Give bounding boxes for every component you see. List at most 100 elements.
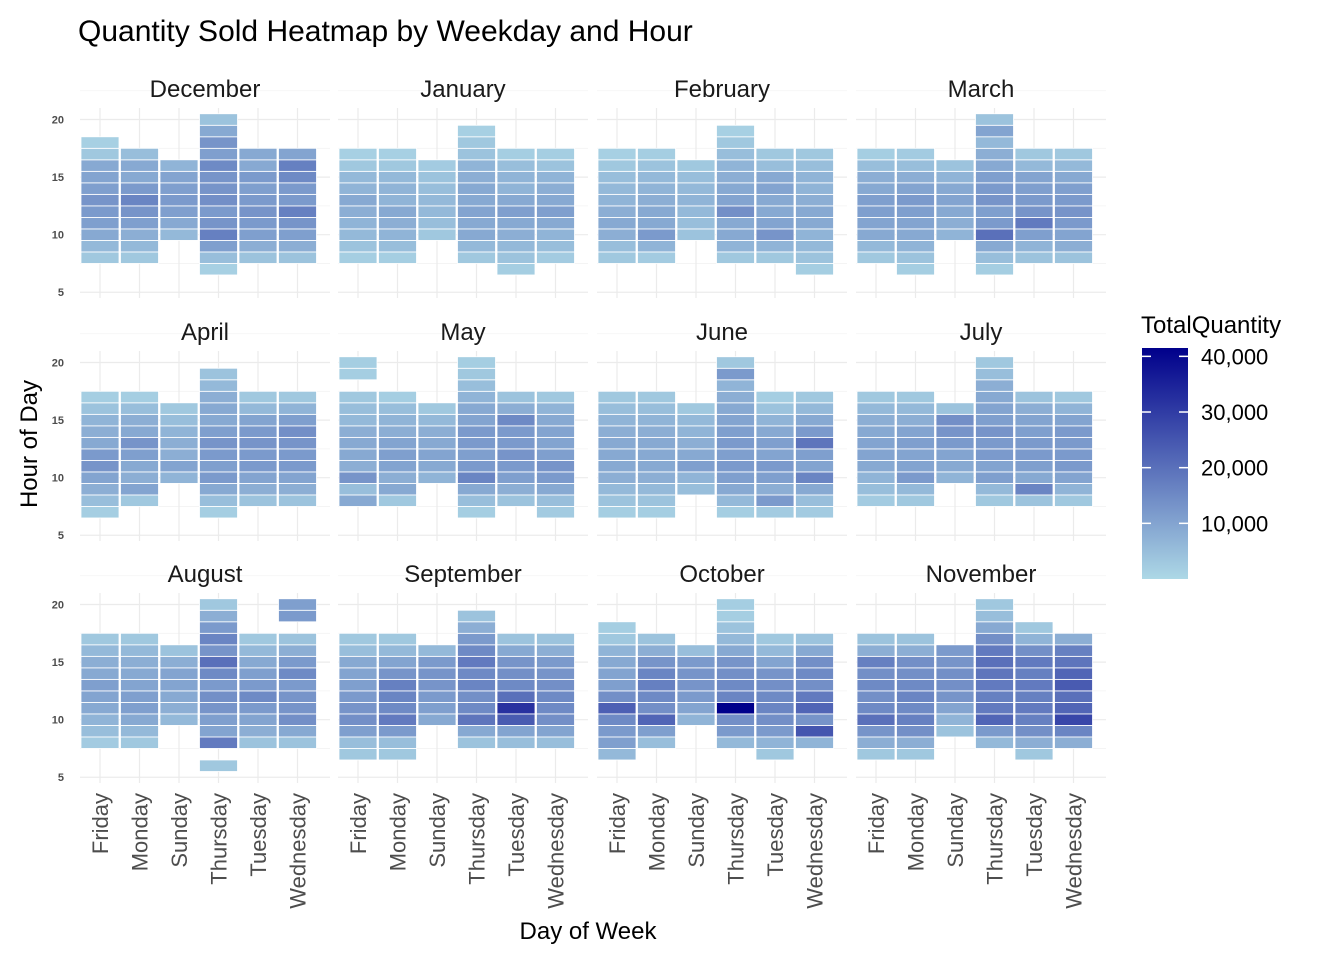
heat-tile: [637, 182, 676, 195]
facet-december: December 5 10 15 20: [52, 76, 330, 299]
heat-tile: [278, 667, 317, 680]
heat-tile: [597, 667, 637, 680]
heat-tile: [417, 471, 457, 484]
heat-tile: [1054, 701, 1093, 715]
heat-tile: [637, 216, 676, 230]
heat-tile: [159, 690, 199, 703]
heat-tile: [417, 216, 457, 230]
heat-tile: [795, 402, 834, 415]
heat-tile: [378, 216, 417, 230]
heat-tile: [795, 193, 834, 207]
heat-tile: [278, 701, 317, 715]
facet-may: May: [338, 319, 588, 541]
heat-tile: [597, 494, 637, 507]
heat-tile: [199, 644, 238, 657]
heat-tile: [536, 632, 575, 646]
heat-tile: [637, 494, 676, 507]
heat-tile: [795, 701, 834, 715]
heat-tile: [496, 263, 536, 276]
heat-tile: [1014, 159, 1054, 172]
heat-tile: [795, 678, 834, 692]
heat-tile: [378, 170, 417, 184]
heat-tile: [338, 182, 378, 195]
heat-tile: [238, 240, 278, 253]
heat-tile: [238, 494, 278, 507]
facet-label: July: [960, 319, 1003, 346]
heat-tile: [1014, 425, 1054, 438]
heat-tile: [716, 713, 755, 726]
legend-label: 10,000: [1201, 511, 1268, 536]
heat-tile: [199, 379, 238, 392]
heat-tile: [338, 655, 378, 669]
heat-tile: [856, 725, 896, 738]
facet-label: November: [926, 561, 1037, 588]
heat-tile: [536, 448, 575, 461]
heat-tile: [496, 240, 536, 253]
heat-tile: [536, 402, 575, 415]
heat-tile: [637, 402, 676, 415]
heat-tile: [896, 390, 935, 404]
heat-tile: [80, 471, 120, 484]
heat-tile: [159, 436, 199, 450]
heat-tile: [856, 170, 896, 184]
heat-tile: [597, 713, 637, 726]
heat-tile: [238, 170, 278, 184]
heat-tile: [1054, 713, 1093, 726]
heat-tile: [457, 147, 496, 161]
legend-ticks: 10,000 20,000 30,000 40,000: [1142, 344, 1268, 536]
heat-tile: [597, 448, 637, 461]
heat-tile: [856, 205, 896, 218]
facet-label: May: [440, 319, 485, 346]
heat-tile: [496, 390, 536, 404]
heat-tile: [120, 413, 159, 427]
heat-tile: [120, 216, 159, 230]
heat-tile: [496, 725, 536, 738]
heat-tile: [637, 483, 676, 496]
y-tick-label: 15: [52, 172, 64, 184]
heat-tile: [637, 725, 676, 738]
heat-tile: [199, 494, 238, 507]
x-tick-label: Wednesday: [1062, 793, 1087, 909]
heat-tile: [755, 240, 795, 253]
heat-tile: [199, 367, 238, 381]
heat-tile: [896, 251, 935, 264]
heat-tile: [856, 390, 896, 404]
heat-tile: [896, 228, 935, 241]
heat-tile: [637, 170, 676, 184]
heat-tile: [1014, 147, 1054, 161]
heat-tile: [975, 379, 1014, 392]
heat-tile: [1014, 193, 1054, 207]
heat-tile: [238, 425, 278, 438]
heat-tile: [1014, 436, 1054, 450]
heat-tile: [975, 667, 1014, 680]
heat-tile: [975, 159, 1014, 172]
heat-tile: [597, 483, 637, 496]
heat-tile: [457, 644, 496, 657]
heat-tile: [159, 193, 199, 207]
heat-tile: [676, 471, 716, 484]
heat-tile: [120, 182, 159, 195]
heat-tile: [417, 170, 457, 184]
heat-tile: [199, 459, 238, 473]
heat-tile: [935, 644, 975, 657]
heat-tile: [1054, 736, 1093, 749]
heat-tile: [80, 494, 120, 507]
heat-tile: [597, 413, 637, 427]
x-tick-label: Sunday: [943, 793, 968, 868]
heat-tile: [755, 228, 795, 241]
heat-tile: [716, 147, 755, 161]
heat-tile: [199, 506, 238, 519]
heat-tile: [716, 701, 755, 715]
heat-tile: [159, 655, 199, 669]
heat-tile: [238, 251, 278, 264]
heat-tile: [457, 379, 496, 392]
heat-tile: [338, 736, 378, 749]
heat-tile: [338, 251, 378, 264]
heat-tile: [338, 240, 378, 253]
heat-tile: [238, 436, 278, 450]
heat-tile: [1014, 690, 1054, 703]
heat-tile: [637, 413, 676, 427]
heat-tile: [278, 632, 317, 646]
y-tick-label: 10: [52, 715, 64, 727]
legend-label: 30,000: [1201, 400, 1268, 425]
